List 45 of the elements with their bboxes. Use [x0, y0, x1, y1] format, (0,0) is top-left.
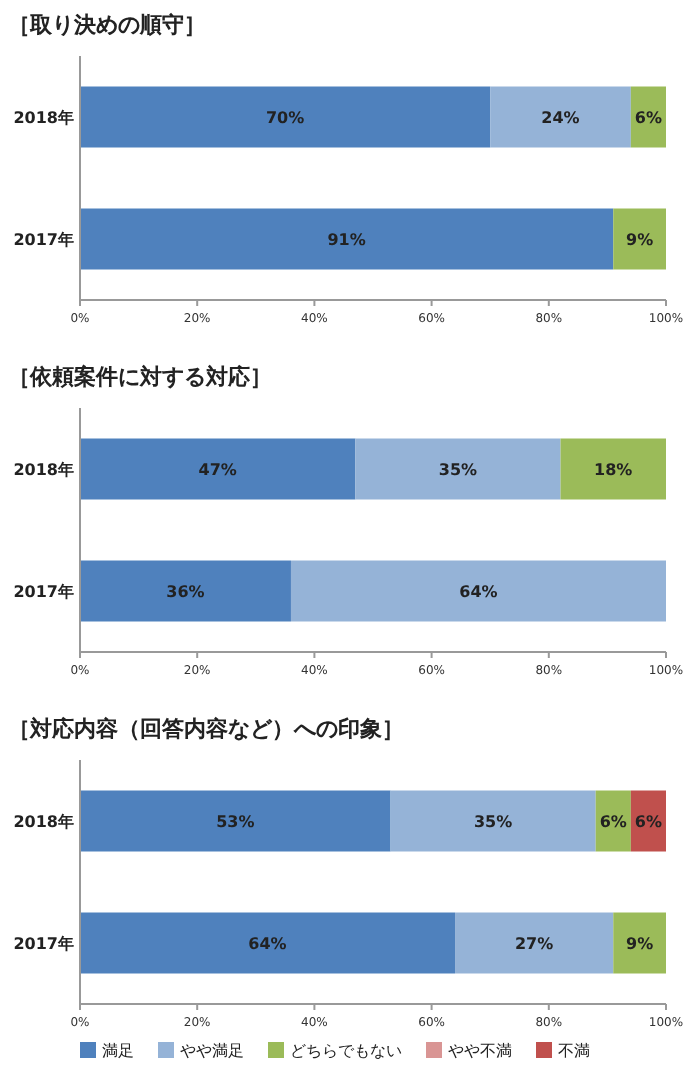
- y-tick-label: 2017年: [13, 935, 74, 953]
- data-label: 6%: [634, 109, 663, 127]
- data-label: 91%: [327, 231, 366, 249]
- data-label: 47%: [198, 461, 237, 479]
- chart-title: ［対応内容（回答内容など）への印象］: [8, 716, 404, 742]
- data-label: 24%: [541, 109, 580, 127]
- data-label: 64%: [248, 935, 287, 953]
- bar: [80, 86, 491, 148]
- legend-label: 不満: [558, 1042, 590, 1060]
- data-label: 27%: [514, 935, 554, 953]
- data-label: 6%: [634, 813, 663, 831]
- legend-label: どちらでもない: [290, 1042, 402, 1060]
- bar: [80, 560, 291, 622]
- bar: [80, 912, 456, 974]
- bar: [290, 560, 666, 622]
- y-tick-label: 2017年: [13, 231, 74, 249]
- data-label: 9%: [626, 935, 654, 953]
- bar: [613, 208, 666, 270]
- chart-title: ［取り決めの順守］: [8, 12, 206, 38]
- y-tick-label: 2018年: [13, 109, 74, 127]
- bar: [80, 208, 614, 270]
- data-label: 70%: [265, 109, 305, 127]
- legend-label: 満足: [102, 1042, 134, 1060]
- bar: [490, 86, 631, 148]
- bar: [613, 912, 666, 974]
- legend-label: やや満足: [180, 1042, 244, 1060]
- bar: [560, 438, 666, 500]
- bar: [80, 790, 391, 852]
- bar: [455, 912, 614, 974]
- bar: [80, 438, 356, 500]
- data-label: 9%: [626, 231, 654, 249]
- bar: [390, 790, 596, 852]
- data-label: 35%: [438, 461, 478, 479]
- data-label: 64%: [459, 583, 498, 601]
- data-label: 36%: [166, 583, 205, 601]
- legend-label: やや不満: [448, 1042, 512, 1060]
- chart-title: ［依頼案件に対する対応］: [8, 364, 272, 390]
- y-tick-label: 2018年: [13, 461, 74, 479]
- bar: [355, 438, 561, 500]
- y-tick-label: 2017年: [13, 583, 74, 601]
- data-label: 35%: [473, 813, 513, 831]
- y-tick-label: 2018年: [13, 813, 74, 831]
- data-label: 53%: [216, 813, 255, 831]
- data-label: 6%: [599, 813, 627, 831]
- data-label: 18%: [594, 461, 633, 479]
